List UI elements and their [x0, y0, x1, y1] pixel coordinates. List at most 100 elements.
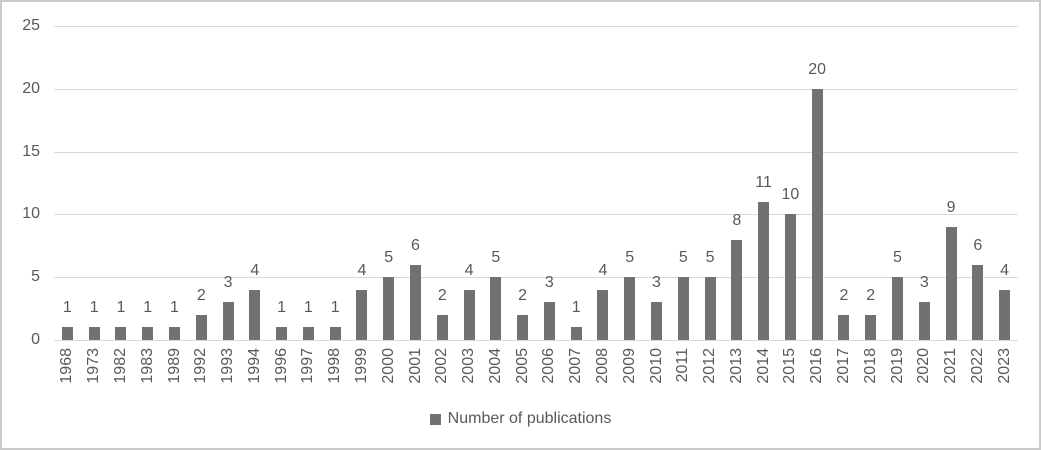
x-tick-label-2015: 2015 [781, 348, 799, 384]
bar-value-label: 3 [919, 274, 929, 292]
gridline [54, 277, 1018, 279]
x-tick-label-1993: 1993 [219, 348, 237, 384]
bar-2019 [892, 277, 903, 340]
bar-value-label: 1 [330, 299, 340, 317]
bar-value-label: 10 [781, 186, 800, 204]
x-tick-label-2017: 2017 [834, 348, 852, 384]
bar-2015 [784, 214, 796, 340]
bar-value-label: 1 [143, 299, 153, 317]
x-tick-label-2011: 2011 [674, 348, 692, 383]
bar-2017 [838, 314, 850, 340]
bar-2021 [945, 226, 957, 340]
x-tick-label-2010: 2010 [647, 348, 665, 384]
bar-2005 [517, 314, 529, 340]
bar-2022 [972, 264, 984, 340]
gridline [54, 26, 1018, 27]
bar-2011 [677, 277, 689, 340]
bar-1973 [88, 327, 100, 340]
x-tick-label-1992: 1992 [192, 348, 210, 384]
bar-value-label: 2 [437, 286, 447, 304]
bar-1992 [195, 314, 207, 340]
legend-label: Number of publications [447, 410, 612, 427]
bar-value-label: 4 [250, 261, 260, 279]
bar-value-label: 5 [678, 249, 688, 267]
x-tick-label-2014: 2014 [754, 348, 772, 384]
bar-2003 [463, 289, 475, 340]
bar-1997 [302, 327, 314, 340]
bar-2010 [651, 302, 662, 340]
bar-value-label: 2 [196, 286, 206, 304]
bar-2008 [597, 289, 609, 340]
bar-value-label: 6 [411, 236, 420, 254]
bar-value-label: 3 [544, 274, 554, 292]
bar-2009 [624, 277, 636, 340]
x-axis-labels: 1968 1973 1982 1983 1989 1992 1993 1994 1996 1997… [54, 348, 1018, 394]
bar-2000 [383, 277, 395, 340]
x-tick-label-2020: 2020 [915, 348, 933, 384]
bar-value-label: 5 [893, 249, 902, 267]
y-tick-label: 20 [22, 79, 40, 97]
bar-value-label: 5 [625, 249, 635, 267]
x-tick-label-1983: 1983 [138, 348, 156, 384]
bar-value-label: 1 [571, 299, 581, 317]
bar-value-label: 5 [491, 249, 501, 267]
x-tick-label-1994: 1994 [245, 348, 263, 384]
bar-value-label: 6 [973, 236, 983, 254]
bar-2018 [865, 314, 877, 340]
bar-value-label: 1 [62, 299, 72, 317]
gridline [54, 88, 1018, 90]
x-tick-label-2013: 2013 [727, 348, 745, 384]
bar-2002 [436, 314, 448, 340]
bar-value-label: 1 [116, 299, 126, 317]
bar-2012 [704, 277, 716, 340]
bar-value-label: 4 [1000, 261, 1010, 279]
x-tick-label-1999: 1999 [352, 348, 370, 384]
x-tick-label-1998: 1998 [326, 348, 344, 384]
gridline [54, 214, 1018, 216]
x-tick-label-2007: 2007 [567, 348, 585, 384]
bar-value-label: 3 [652, 274, 661, 292]
x-tick-label-2005: 2005 [513, 348, 531, 384]
bar-value-label: 1 [170, 299, 179, 317]
x-tick-label-2002: 2002 [433, 348, 451, 384]
gridline [54, 151, 1018, 153]
bar-1982 [115, 327, 127, 340]
bar-value-label: 1 [303, 299, 313, 317]
bar-1968 [61, 327, 73, 340]
y-tick-label: 15 [22, 142, 40, 160]
x-tick-label-2001: 2001 [406, 348, 424, 384]
legend-marker-icon [429, 413, 441, 425]
bar-value-label: 2 [518, 286, 528, 304]
bar-2016 [811, 88, 823, 340]
bar-1996 [276, 327, 288, 340]
x-tick-label-1973: 1973 [85, 348, 103, 384]
x-tick-label-2008: 2008 [593, 348, 611, 384]
bar-value-label: 4 [598, 261, 608, 279]
legend: Number of publications [2, 408, 1039, 430]
bar-value-label: 4 [357, 261, 367, 279]
x-tick-label-2012: 2012 [701, 348, 719, 384]
y-tick-label: 25 [22, 17, 40, 34]
bar-value-label: 1 [277, 299, 287, 317]
x-tick-label-2022: 2022 [968, 348, 986, 384]
x-axis-line [54, 340, 1018, 341]
bar-value-label: 11 [755, 173, 772, 191]
bar-value-label: 20 [808, 60, 827, 78]
bar-2001 [410, 264, 421, 340]
x-tick-label-2000: 2000 [379, 348, 397, 384]
bar-2013 [731, 239, 743, 340]
bar-2014 [758, 201, 770, 340]
y-tick-label: 5 [31, 268, 40, 286]
bar-1999 [356, 289, 368, 340]
bar-2004 [490, 277, 502, 340]
bar-value-label: 2 [866, 286, 876, 304]
x-tick-label-1996: 1996 [272, 348, 290, 384]
plot-area: 1 1 1 1 1 2 3 4 1 1 1 4 5 6 2 4 5 2 3 1 4 5 3 5 5 8 11 10 20 2 2 5 3 9 6 4 [54, 26, 1018, 341]
bar-value-label: 2 [839, 286, 849, 304]
x-tick-label-2019: 2019 [888, 348, 906, 384]
bar-1983 [142, 327, 154, 340]
bar-1993 [222, 302, 234, 340]
x-tick-label-1997: 1997 [299, 348, 317, 384]
bar-value-label: 8 [732, 211, 742, 229]
